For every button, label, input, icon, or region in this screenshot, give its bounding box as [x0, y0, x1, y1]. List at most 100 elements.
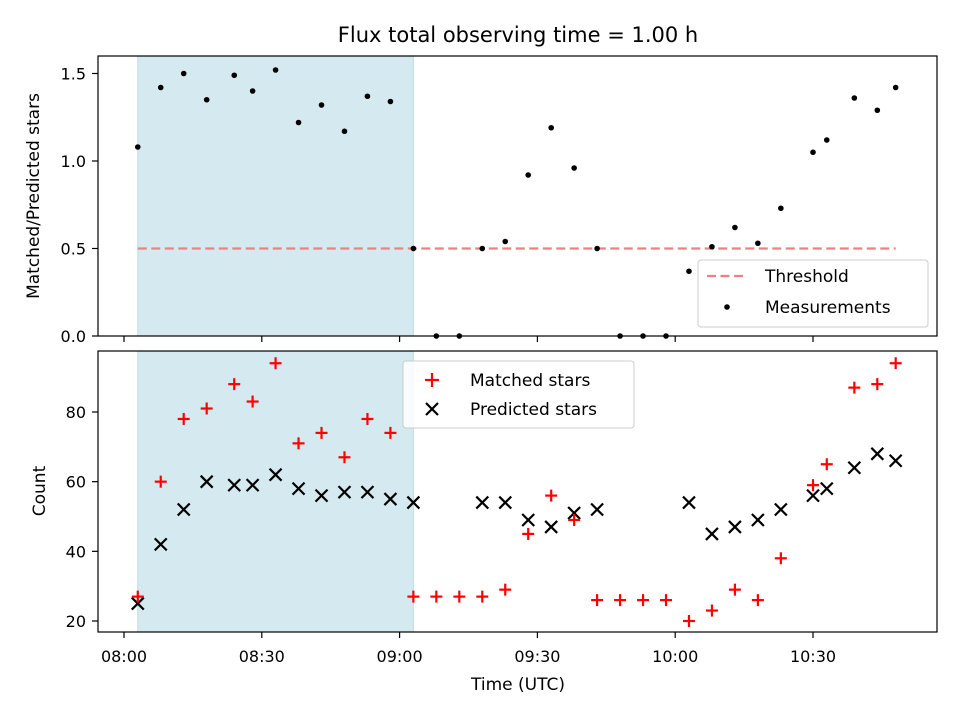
- bottom-x-tick-label: 10:00: [652, 647, 698, 666]
- bottom-x-tick-label: 09:00: [377, 647, 423, 666]
- top-plot-frame: [97, 55, 938, 337]
- measurement-point: [548, 124, 554, 131]
- predicted-star-markers: [131, 447, 903, 611]
- matched-star-markers: [131, 357, 902, 627]
- predicted-star-marker: [314, 488, 329, 503]
- measurement-point: [318, 102, 325, 108]
- measurement-point: [272, 67, 279, 73]
- bottom-x-tick-label: 08:00: [101, 647, 147, 666]
- top-legend: Threshold Measurements: [697, 259, 929, 328]
- matched-star-marker: [522, 527, 535, 540]
- matched-star-marker: [591, 594, 604, 607]
- predicted-star-marker: [153, 537, 168, 552]
- measurement-point: [571, 165, 577, 171]
- bottom-y-tick-label: 60: [66, 473, 86, 492]
- predicted-star-marker: [291, 481, 306, 496]
- predicted-star-marker: [337, 485, 352, 499]
- bottom-x-ticks: 08:00 08:30 09:00 09:30 10:00 10:30: [101, 632, 836, 666]
- measurement-point: [410, 245, 417, 252]
- chart-title: Flux total observing time = 1.00 h: [338, 23, 698, 47]
- measurement-point: [134, 144, 141, 150]
- legend-measurements-label: Measurements: [765, 298, 891, 318]
- predicted-star-marker: [268, 467, 283, 482]
- matched-star-marker: [660, 594, 673, 607]
- matched-star-marker: [614, 594, 627, 607]
- bottom-highlight-span: [137, 350, 414, 633]
- predicted-star-marker: [806, 488, 820, 503]
- predicted-star-marker: [521, 513, 535, 527]
- measurement-point: [851, 95, 858, 101]
- measurement-point: [341, 128, 348, 135]
- legend-matched-swatch: [425, 373, 439, 387]
- matched-star-marker: [154, 475, 167, 488]
- bottom-x-tick-label: 10:30: [790, 647, 836, 666]
- predicted-star-marker: [544, 520, 558, 534]
- measurement-point: [249, 88, 256, 94]
- measurement-point: [295, 119, 302, 126]
- measurement-point: [810, 149, 816, 156]
- matched-star-marker: [889, 357, 902, 370]
- predicted-star-marker: [847, 460, 862, 475]
- measurement-points: [134, 67, 899, 339]
- bottom-y-tick-label: 20: [66, 612, 86, 631]
- bottom-y-tick-label: 80: [66, 403, 86, 422]
- bottom-x-tick-label: 09:30: [514, 647, 560, 666]
- matched-star-marker: [774, 552, 787, 565]
- top-x-ticks: [123, 336, 814, 342]
- matched-star-marker: [568, 513, 581, 526]
- top-y-ticks: 0.0 0.5 1.0 1.5: [61, 65, 98, 346]
- legend-threshold-label: Threshold: [764, 267, 849, 287]
- bottom-y-axis-label: Count: [30, 465, 50, 516]
- measurement-point: [892, 84, 899, 91]
- matched-star-marker: [315, 426, 328, 439]
- measurement-point: [823, 137, 830, 143]
- measurement-point: [709, 243, 715, 250]
- matched-star-marker: [177, 412, 190, 425]
- matched-star-marker: [228, 378, 241, 391]
- measurement-point: [594, 245, 600, 252]
- top-y-tick-label: 1.0: [61, 152, 86, 171]
- matched-star-marker: [499, 583, 512, 596]
- x-axis-label: Time (UTC): [470, 675, 565, 695]
- measurement-point: [686, 268, 692, 275]
- measurement-point: [732, 224, 738, 231]
- predicted-star-marker: [498, 495, 513, 510]
- matched-star-marker: [871, 378, 884, 391]
- measurement-point: [387, 98, 394, 105]
- legend-measurements-swatch: [724, 304, 730, 310]
- matched-star-marker: [545, 489, 558, 502]
- matched-star-marker: [384, 426, 397, 439]
- predicted-star-marker: [751, 513, 765, 527]
- measurement-point: [364, 93, 371, 100]
- predicted-star-marker: [131, 596, 145, 611]
- predicted-star-marker: [888, 453, 903, 468]
- matched-star-marker: [131, 590, 144, 603]
- predicted-star-marker: [475, 495, 490, 510]
- predicted-star-marker: [406, 495, 421, 510]
- matched-star-marker: [269, 357, 282, 370]
- bottom-legend-box: [402, 360, 635, 429]
- predicted-star-marker: [870, 447, 885, 461]
- legend-predicted-label: Predicted stars: [470, 400, 597, 420]
- predicted-star-marker: [728, 520, 742, 534]
- matched-star-marker: [637, 594, 650, 607]
- predicted-star-marker: [705, 527, 719, 541]
- predicted-star-marker: [774, 502, 788, 517]
- predicted-star-marker: [567, 506, 581, 520]
- legend-predicted-swatch: [425, 402, 439, 416]
- top-panel: 0.0 0.5 1.0 1.5 Matched/Predicted stars Thr…: [24, 55, 938, 346]
- bottom-y-ticks: 20 40 60 80: [66, 403, 98, 631]
- matched-star-marker: [292, 437, 305, 450]
- top-y-tick-label: 1.5: [61, 65, 86, 84]
- predicted-star-marker: [227, 478, 242, 492]
- matched-star-marker: [430, 590, 443, 603]
- top-y-axis-label: Matched/Predicted stars: [24, 93, 44, 299]
- predicted-star-marker: [199, 474, 214, 489]
- matched-star-marker: [705, 604, 718, 617]
- matched-star-marker: [820, 458, 833, 471]
- predicted-star-marker: [360, 485, 375, 499]
- measurement-point: [874, 107, 881, 114]
- matched-star-marker: [361, 412, 374, 425]
- measurement-point: [525, 172, 532, 178]
